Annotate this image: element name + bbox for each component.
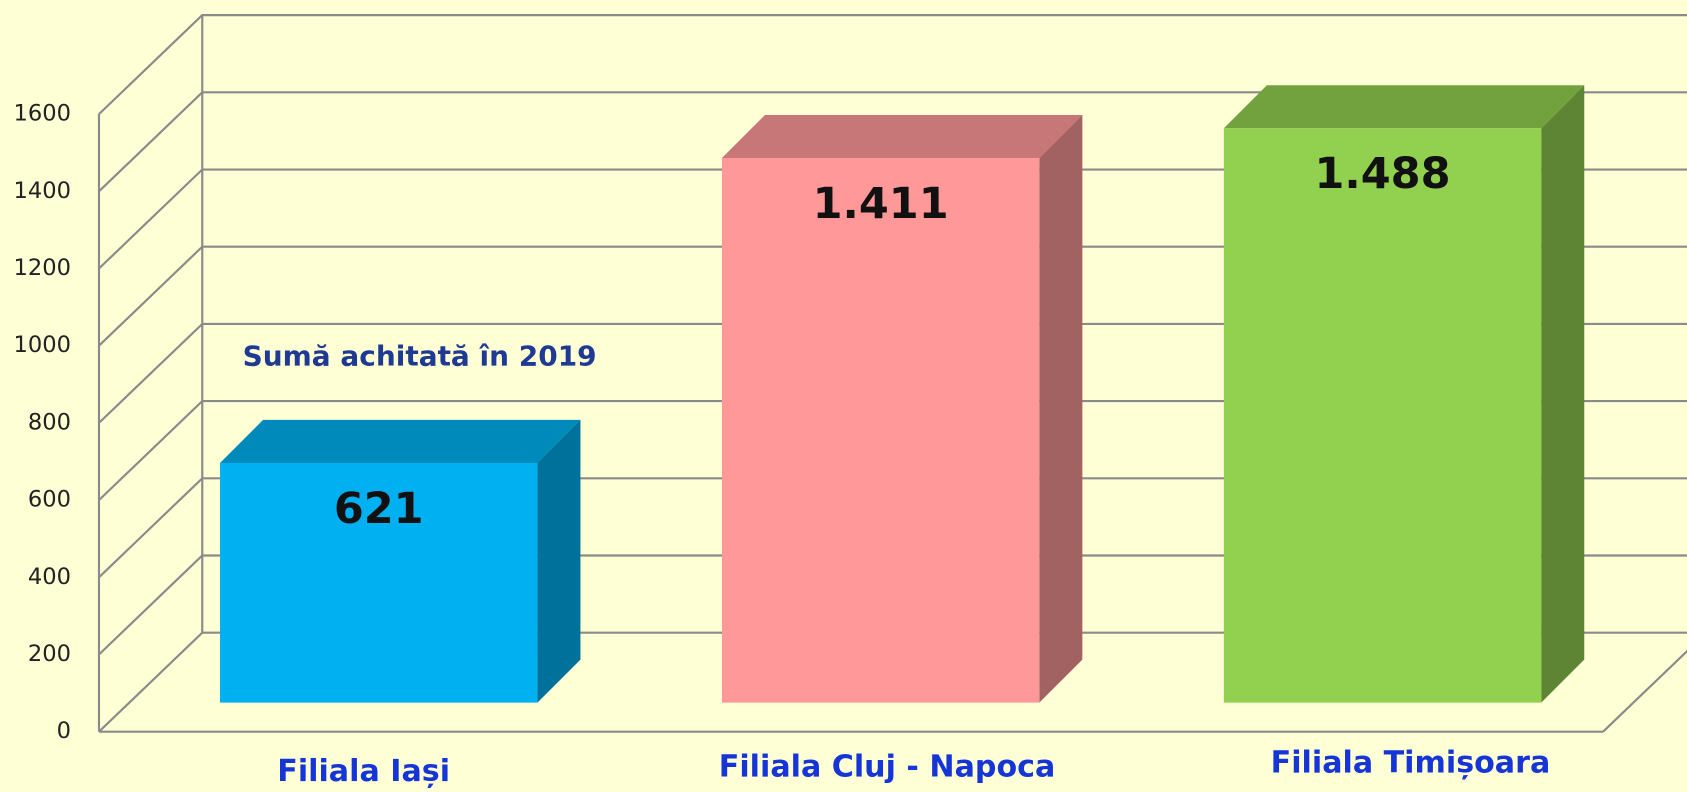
y-tick-label: 1400 [14, 178, 71, 204]
bar-top [220, 419, 581, 463]
bar-side [537, 419, 581, 703]
value-label: 1.411 [813, 179, 949, 229]
bar-side [1039, 114, 1083, 703]
y-tick-label: 0 [57, 718, 71, 744]
x-tick-label: Filiala Iași [277, 754, 450, 789]
x-tick-label: Filiala Cluj - Napoca [719, 750, 1056, 785]
y-tick-label: 600 [28, 487, 71, 513]
grid-line [98, 631, 1687, 733]
x-tick-label: Filiala Timișoara [1271, 745, 1551, 780]
y-tick-label: 1200 [14, 255, 71, 281]
y-tick-label: 800 [28, 409, 71, 435]
bar [1223, 128, 1542, 703]
bar-side [1541, 85, 1585, 703]
grid-line [98, 245, 1687, 347]
y-tick-label: 1600 [14, 101, 71, 127]
series-label: Sumă achitată în 2019 [243, 339, 597, 372]
grid-line [98, 168, 1687, 270]
grid-line [98, 91, 1687, 193]
grid-line [98, 14, 1687, 115]
y-tick-label: 1000 [14, 332, 71, 358]
y-tick-label: 400 [28, 564, 71, 590]
value-label: 621 [334, 484, 424, 534]
bar [721, 158, 1040, 703]
floor-right [1602, 649, 1687, 733]
bar [220, 462, 538, 703]
grid-line [98, 322, 1687, 424]
bar-top [721, 114, 1083, 159]
grid-line [98, 400, 1687, 501]
value-label: 1.488 [1314, 149, 1450, 199]
y-tick-label: 200 [28, 641, 71, 667]
grid-line [98, 477, 1687, 579]
grid-line [98, 554, 1687, 656]
bar-top [1223, 85, 1585, 129]
